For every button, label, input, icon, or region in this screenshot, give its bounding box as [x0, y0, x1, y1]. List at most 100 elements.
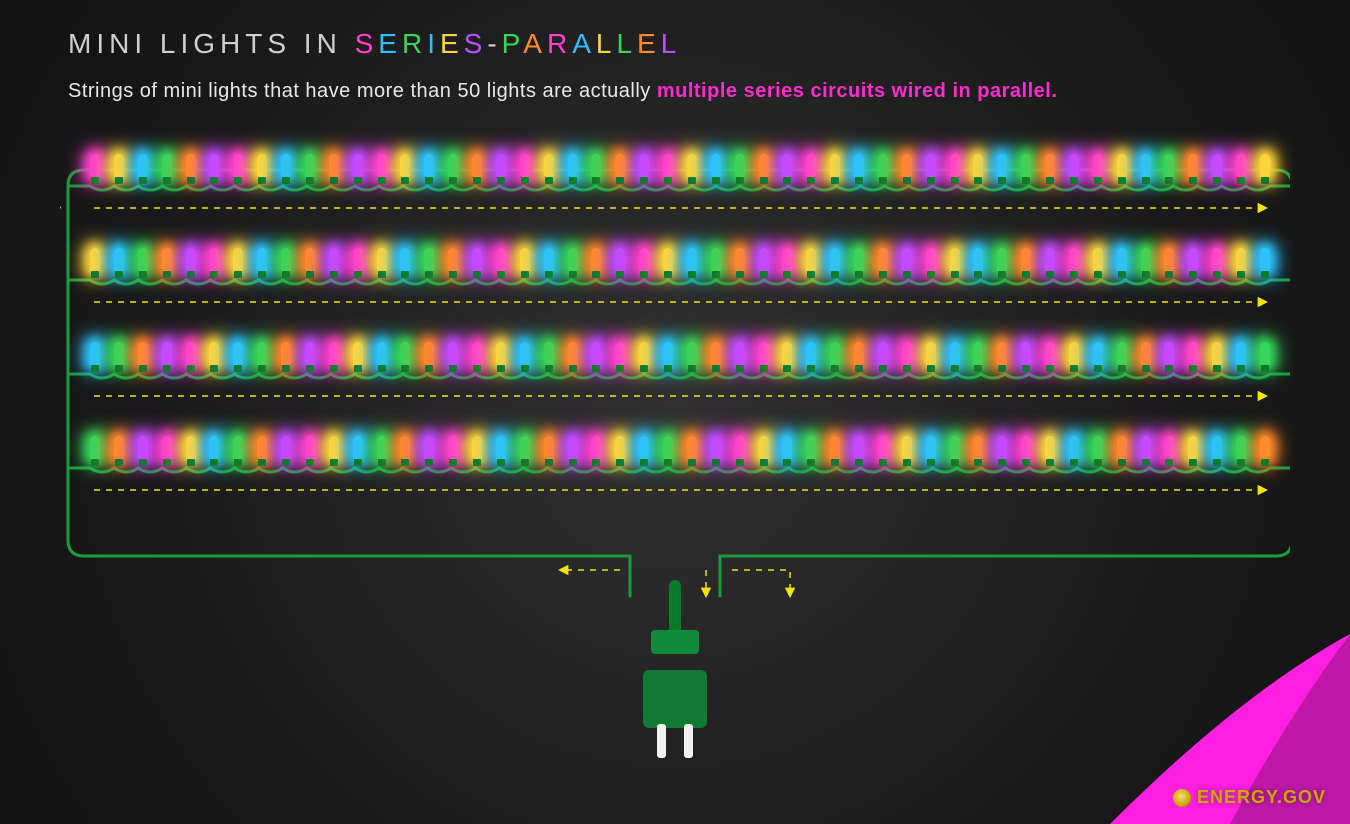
bulb — [209, 342, 219, 366]
source-brand: ENERGY.GOV — [1173, 787, 1326, 808]
bulb — [663, 154, 673, 178]
bulb — [400, 154, 410, 178]
brand-icon — [1173, 789, 1191, 807]
bulb — [568, 342, 578, 366]
bulb — [663, 342, 673, 366]
bulb — [424, 154, 434, 178]
bulb — [520, 342, 530, 366]
bulb — [305, 436, 315, 460]
bulb — [854, 248, 864, 272]
bulb — [424, 248, 434, 272]
bulb — [233, 342, 243, 366]
bulb — [520, 248, 530, 272]
bulb — [973, 248, 983, 272]
bulb — [329, 436, 339, 460]
bulb — [281, 342, 291, 366]
bulb — [353, 248, 363, 272]
bulb — [209, 248, 219, 272]
bulb — [162, 436, 172, 460]
bulb — [639, 342, 649, 366]
bulb — [1069, 248, 1079, 272]
title-letter: - — [487, 28, 501, 59]
bulb — [329, 248, 339, 272]
bulb — [1045, 342, 1055, 366]
title-letter: E — [440, 28, 464, 59]
bulb — [1164, 436, 1174, 460]
title-letter: E — [637, 28, 661, 59]
bulb — [759, 248, 769, 272]
bulb — [329, 342, 339, 366]
subtitle-plain: Strings of mini lights that have more th… — [68, 80, 657, 102]
bulb — [544, 436, 554, 460]
bulb — [138, 342, 148, 366]
bulb — [878, 342, 888, 366]
bulb — [639, 154, 649, 178]
bulb — [950, 248, 960, 272]
bulb — [281, 154, 291, 178]
bulb — [902, 248, 912, 272]
bulb — [854, 154, 864, 178]
bulb — [138, 436, 148, 460]
bulb — [1069, 436, 1079, 460]
bulb — [568, 154, 578, 178]
bulb — [687, 154, 697, 178]
bulb — [233, 436, 243, 460]
bulb — [1045, 154, 1055, 178]
title-letter: I — [427, 28, 440, 59]
light-rows — [90, 148, 1270, 524]
light-row — [90, 148, 1270, 226]
bulb — [1093, 342, 1103, 366]
bulb — [1260, 436, 1270, 460]
title-lead: MINI LIGHTS IN — [68, 28, 355, 59]
bulb — [735, 154, 745, 178]
bulb — [1236, 436, 1246, 460]
bulb — [1021, 436, 1031, 460]
bulb — [186, 248, 196, 272]
bulb — [711, 342, 721, 366]
bulb — [377, 342, 387, 366]
bulb — [1164, 342, 1174, 366]
bulb — [902, 436, 912, 460]
bulb — [162, 248, 172, 272]
title-letter: A — [572, 28, 596, 59]
title-letter: L — [616, 28, 637, 59]
bulb — [233, 154, 243, 178]
bulb — [950, 436, 960, 460]
bulb — [806, 248, 816, 272]
bulb — [257, 154, 267, 178]
bulb — [1164, 154, 1174, 178]
bulb — [329, 154, 339, 178]
bulb — [496, 154, 506, 178]
bulb — [759, 436, 769, 460]
bulb — [591, 248, 601, 272]
bulb — [997, 436, 1007, 460]
bulb — [1117, 154, 1127, 178]
bulb — [902, 342, 912, 366]
bulb — [878, 154, 888, 178]
bulb — [353, 342, 363, 366]
bulb — [1093, 154, 1103, 178]
bulb — [90, 248, 100, 272]
bulb — [448, 342, 458, 366]
bulb — [424, 436, 434, 460]
bulb — [973, 342, 983, 366]
title-colored-word: SERIES-PARALLEL — [355, 28, 682, 59]
power-plug — [630, 580, 720, 762]
bulb — [353, 154, 363, 178]
bulb — [544, 154, 554, 178]
bulb — [926, 342, 936, 366]
bulb — [663, 436, 673, 460]
bulb — [711, 154, 721, 178]
bulb — [544, 342, 554, 366]
bulb — [615, 248, 625, 272]
bulb — [759, 154, 769, 178]
bulb — [902, 154, 912, 178]
bulb — [830, 154, 840, 178]
bulb — [448, 154, 458, 178]
bulb — [806, 342, 816, 366]
bulb — [496, 342, 506, 366]
bulb — [830, 436, 840, 460]
bulb — [591, 436, 601, 460]
bulb-strip — [90, 336, 1270, 376]
bulb — [1260, 342, 1270, 366]
